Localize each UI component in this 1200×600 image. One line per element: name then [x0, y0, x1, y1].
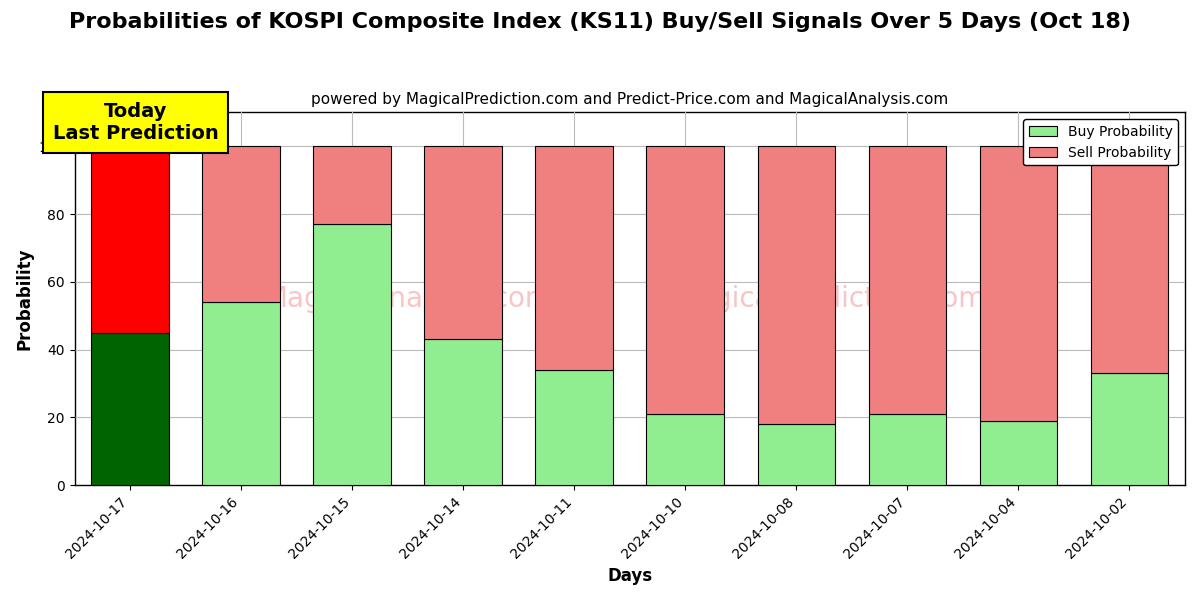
Bar [979, 421, 1057, 485]
Bar [869, 414, 947, 485]
Text: MagicalAnalysis.com: MagicalAnalysis.com [263, 285, 552, 313]
Bar [757, 424, 835, 485]
Bar [91, 146, 169, 332]
Bar [425, 146, 502, 340]
Bar [647, 414, 725, 485]
Text: MagicalPrediction.com: MagicalPrediction.com [673, 285, 986, 313]
Title: powered by MagicalPrediction.com and Predict-Price.com and MagicalAnalysis.com: powered by MagicalPrediction.com and Pre… [311, 92, 948, 107]
Bar [91, 332, 169, 485]
Bar [1091, 146, 1169, 373]
Bar [647, 146, 725, 414]
X-axis label: Days: Days [607, 567, 653, 585]
Bar [203, 146, 280, 302]
Bar [535, 146, 613, 370]
Bar [203, 302, 280, 485]
Bar [869, 146, 947, 414]
Text: Probabilities of KOSPI Composite Index (KS11) Buy/Sell Signals Over 5 Days (Oct : Probabilities of KOSPI Composite Index (… [70, 12, 1132, 32]
Bar [313, 224, 391, 485]
Legend: Buy Probability, Sell Probability: Buy Probability, Sell Probability [1024, 119, 1178, 166]
Bar [1091, 373, 1169, 485]
Bar [313, 146, 391, 224]
Bar [535, 370, 613, 485]
Text: Today
Last Prediction: Today Last Prediction [53, 102, 218, 143]
Bar [979, 146, 1057, 421]
Bar [425, 340, 502, 485]
Y-axis label: Probability: Probability [16, 247, 34, 350]
Bar [757, 146, 835, 424]
